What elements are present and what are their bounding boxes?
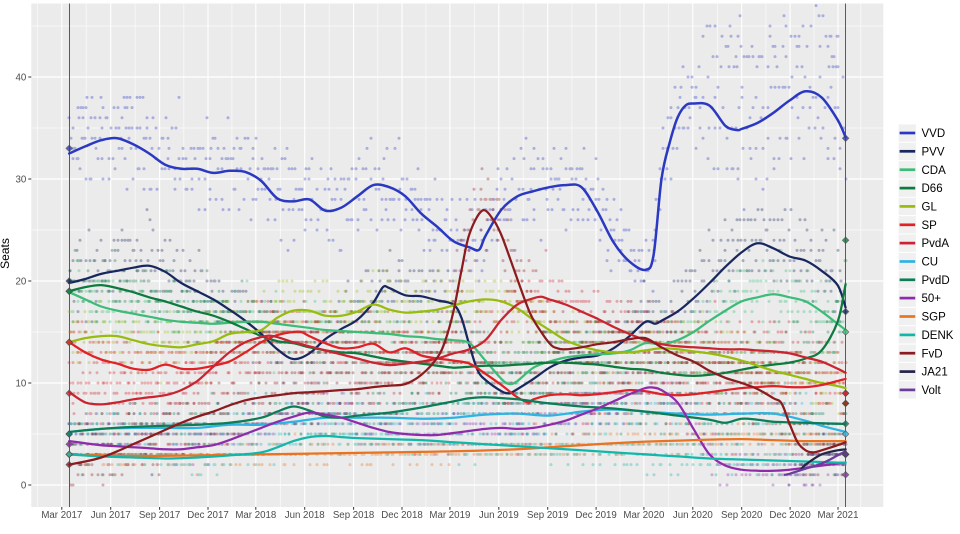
svg-text:Dec 2019: Dec 2019 [575, 510, 616, 521]
svg-text:50+: 50+ [922, 293, 942, 305]
svg-text:DENK: DENK [922, 330, 954, 342]
svg-text:PvdD: PvdD [922, 275, 950, 287]
svg-text:Jun 2017: Jun 2017 [91, 510, 131, 521]
svg-text:JA21: JA21 [922, 367, 948, 379]
svg-text:Sep 2019: Sep 2019 [527, 510, 568, 521]
svg-text:Mar 2018: Mar 2018 [235, 510, 276, 521]
svg-text:CDA: CDA [922, 165, 947, 177]
svg-text:Sep 2020: Sep 2020 [721, 510, 763, 521]
svg-text:D66: D66 [922, 183, 943, 195]
svg-text:CU: CU [922, 257, 939, 269]
svg-text:Sep 2018: Sep 2018 [333, 510, 374, 521]
svg-text:Mar 2019: Mar 2019 [429, 510, 470, 521]
svg-text:SGP: SGP [922, 312, 947, 324]
svg-text:Volt: Volt [922, 385, 942, 397]
svg-text:30: 30 [16, 174, 27, 185]
svg-text:Jun 2019: Jun 2019 [479, 510, 519, 521]
svg-text:20: 20 [16, 276, 27, 287]
svg-text:PvdA: PvdA [922, 238, 950, 250]
svg-text:Mar 2021: Mar 2021 [818, 510, 859, 521]
svg-text:Mar 2017: Mar 2017 [41, 510, 82, 521]
svg-text:GL: GL [922, 202, 938, 214]
svg-text:Mar 2020: Mar 2020 [623, 510, 665, 521]
svg-text:0: 0 [21, 480, 27, 491]
svg-text:Jun 2020: Jun 2020 [673, 510, 713, 521]
svg-text:Jun 2018: Jun 2018 [285, 510, 325, 521]
svg-text:Dec 2017: Dec 2017 [187, 510, 228, 521]
svg-text:PVV: PVV [922, 146, 945, 158]
svg-text:10: 10 [16, 378, 27, 389]
svg-text:VVD: VVD [922, 128, 946, 140]
svg-text:Sep 2017: Sep 2017 [139, 510, 180, 521]
svg-text:40: 40 [16, 72, 27, 83]
svg-text:Dec 2020: Dec 2020 [769, 510, 811, 521]
svg-text:FvD: FvD [922, 348, 943, 360]
svg-text:Dec 2018: Dec 2018 [381, 510, 422, 521]
svg-text:SP: SP [922, 220, 938, 232]
svg-text:Seats: Seats [0, 238, 12, 269]
